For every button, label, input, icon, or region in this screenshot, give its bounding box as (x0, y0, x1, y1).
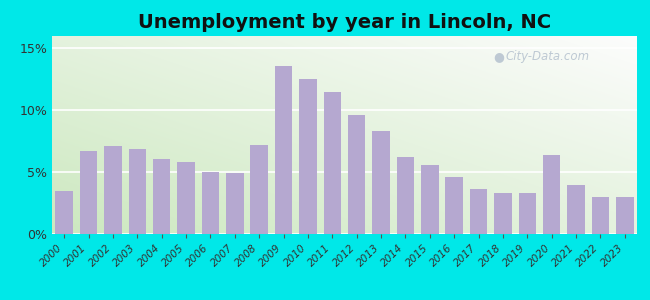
Bar (104, 146, 122, 234)
Bar (153, 158, 170, 234)
Bar (202, 172, 219, 234)
Bar (616, 197, 634, 234)
Text: ●: ● (494, 50, 504, 63)
Title: Unemployment by year in Lincoln, NC: Unemployment by year in Lincoln, NC (138, 13, 551, 32)
Bar (519, 193, 536, 234)
Bar (275, 66, 292, 234)
Bar (177, 162, 195, 234)
Bar (470, 190, 488, 234)
Bar (372, 131, 390, 234)
Bar (543, 155, 560, 234)
Bar (421, 165, 439, 234)
Bar (129, 148, 146, 234)
Bar (250, 145, 268, 234)
Bar (445, 177, 463, 234)
Bar (299, 79, 317, 234)
Bar (348, 115, 365, 234)
Bar (226, 173, 244, 234)
Bar (80, 151, 98, 234)
Text: City-Data.com: City-Data.com (506, 50, 590, 63)
Bar (592, 197, 609, 234)
Bar (324, 92, 341, 234)
Bar (396, 157, 414, 234)
Bar (494, 193, 512, 234)
Bar (567, 184, 585, 234)
Bar (55, 191, 73, 234)
